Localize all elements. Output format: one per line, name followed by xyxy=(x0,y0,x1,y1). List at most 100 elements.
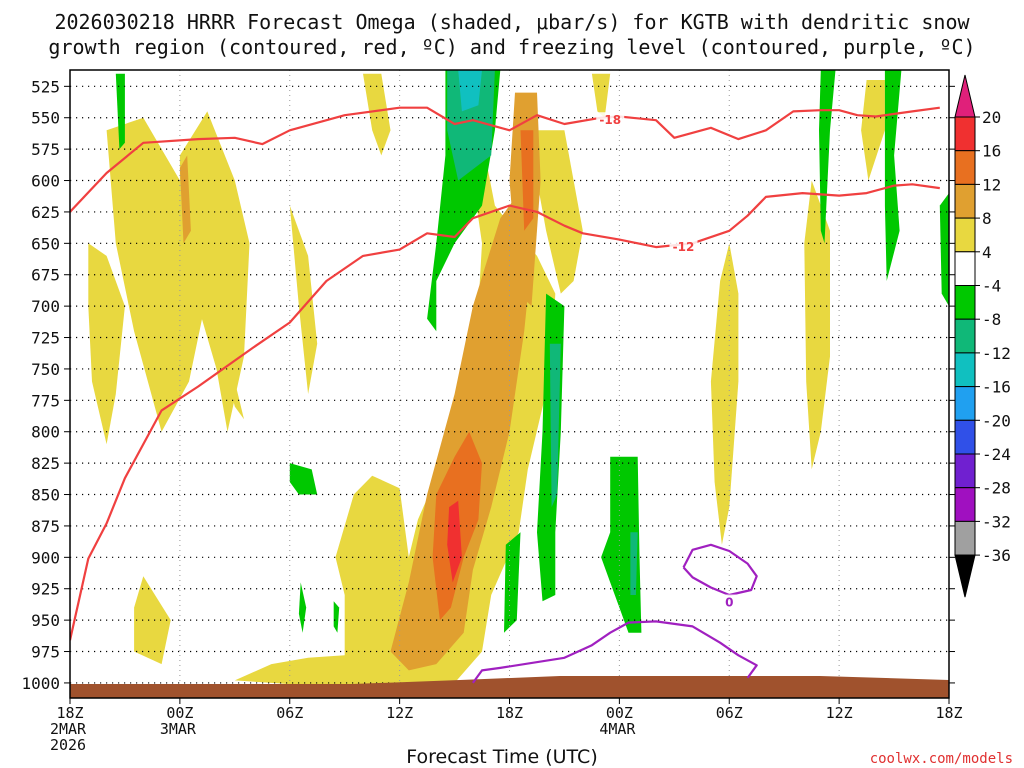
colorbar: 20 16 12 8 4 -4 -8 -12 -16 -20 -24 -28 -32 -36 xyxy=(954,74,1011,598)
y-tick-label: 550 xyxy=(31,109,60,128)
isotherm-line xyxy=(70,183,940,641)
omega-region xyxy=(804,180,830,470)
terrain-ground-profile xyxy=(70,676,949,698)
x-tick-label: 12Z xyxy=(826,704,853,722)
colorbar-tick-label: -12 xyxy=(982,344,1011,363)
omega-region xyxy=(819,70,836,244)
omega-region xyxy=(363,73,391,156)
credit-text: coolwx.com/models xyxy=(870,751,1013,767)
omega-region xyxy=(333,601,340,633)
y-tick-label: 825 xyxy=(31,454,60,473)
omega-region xyxy=(861,80,885,181)
x-tick-label: 06Z xyxy=(716,704,743,722)
omega-region xyxy=(106,117,244,432)
omega-region xyxy=(630,532,638,595)
colorbar-segment xyxy=(954,116,976,152)
colorbar-tick-label: -16 xyxy=(982,378,1011,397)
x-tick-label: 06Z xyxy=(276,704,303,722)
y-tick-label: 875 xyxy=(31,517,60,536)
y-tick-label: 850 xyxy=(31,486,60,505)
isotherm-line xyxy=(682,543,758,597)
omega-region xyxy=(447,500,462,583)
isotherm-label: -12 xyxy=(673,240,695,254)
colorbar-tick-label: -32 xyxy=(982,512,1011,531)
omega-region xyxy=(179,111,250,432)
pressure-axis: 525 550 575 600 625 650 675 700 725 750 775 800 825 8… xyxy=(21,77,955,693)
colorbar-segment xyxy=(954,487,976,522)
colorbar-tick-label: 16 xyxy=(982,142,1001,161)
colorbar-tick-label: 4 xyxy=(982,243,992,262)
x-tick-label: 00Z xyxy=(606,704,633,722)
x-tick-label: 4MAR xyxy=(599,720,636,738)
colorbar-tick-label: 8 xyxy=(982,209,992,228)
omega-region xyxy=(939,193,949,307)
colorbar-tick-label: -20 xyxy=(982,411,1011,430)
omega-region xyxy=(88,243,125,445)
y-tick-label: 775 xyxy=(31,391,60,410)
x-tick-label: 18Z xyxy=(56,704,83,722)
plot-area: -18 -12 0 xyxy=(70,70,949,698)
y-tick-label: 650 xyxy=(31,234,60,253)
colorbar-segment xyxy=(954,419,976,455)
x-tick-label: 18Z xyxy=(935,704,962,722)
y-tick-label: 525 xyxy=(31,77,60,96)
y-tick-label: 750 xyxy=(31,360,60,379)
omega-region xyxy=(447,70,495,181)
isotherm-label: -18 xyxy=(599,113,621,127)
colorbar-segment xyxy=(954,217,976,253)
colorbar-tick-label: -8 xyxy=(982,310,1001,329)
y-tick-label: 725 xyxy=(31,329,60,348)
colorbar-tick-label: 20 xyxy=(982,108,1001,127)
omega-region xyxy=(884,70,902,281)
y-tick-label: 800 xyxy=(31,423,60,442)
isotherm-label: 0 xyxy=(725,596,733,610)
colorbar-segment xyxy=(954,150,976,185)
colorbar-segment xyxy=(954,520,976,556)
x-tick-label: 2MAR xyxy=(50,720,87,738)
omega-region xyxy=(549,343,561,508)
isotherm-label-bg xyxy=(596,112,625,127)
omega-region xyxy=(179,155,191,244)
colorbar-segment xyxy=(954,318,976,354)
colorbar-bottom-arrow xyxy=(954,554,976,598)
x-tick-label: 12Z xyxy=(386,704,413,722)
y-tick-label: 675 xyxy=(31,266,60,285)
omega-region xyxy=(710,243,739,545)
omega-region xyxy=(289,463,318,495)
y-tick-label: 950 xyxy=(31,611,60,630)
omega-region xyxy=(591,73,611,118)
isotherm-label-bg xyxy=(715,594,744,609)
x-tick-label: 18Z xyxy=(496,704,523,722)
isotherm-line xyxy=(472,620,758,684)
omega-region xyxy=(537,130,583,294)
omega-region xyxy=(115,73,125,150)
y-tick-label: 700 xyxy=(31,297,60,316)
y-tick-label: 600 xyxy=(31,172,60,191)
x-tick-label: 00Z xyxy=(166,704,193,722)
colorbar-segment xyxy=(954,453,976,489)
isotherm-label-bg xyxy=(669,239,698,254)
x-axis-title: Forecast Time (UTC) xyxy=(406,746,597,768)
colorbar-tick-label: 12 xyxy=(982,175,1001,194)
y-tick-label: 625 xyxy=(31,203,60,222)
isotherm-line xyxy=(70,106,940,213)
y-tick-label: 575 xyxy=(31,140,60,159)
colorbar-segment xyxy=(954,251,976,287)
chart-title-line-1: 2026030218 HRRR Forecast Omega (shaded, … xyxy=(54,10,970,34)
colorbar-tick-label: -24 xyxy=(982,445,1011,464)
omega-region xyxy=(458,70,482,112)
omega-shading xyxy=(88,70,949,687)
y-tick-label: 900 xyxy=(31,548,60,567)
colorbar-segment xyxy=(954,386,976,421)
y-tick-label: 925 xyxy=(31,580,60,599)
y-tick-label: 975 xyxy=(31,643,60,662)
colorbar-segment xyxy=(954,285,976,320)
colorbar-segment xyxy=(954,183,976,219)
colorbar-tick-label: -4 xyxy=(982,277,1001,296)
temperature-contours: -18 -12 0 xyxy=(70,106,940,684)
x-tick-label: 3MAR xyxy=(160,720,197,738)
chart-title-line-2: growth region (contoured, red, ºC) and f… xyxy=(48,35,975,59)
colorbar-tick-label: -28 xyxy=(982,479,1011,498)
